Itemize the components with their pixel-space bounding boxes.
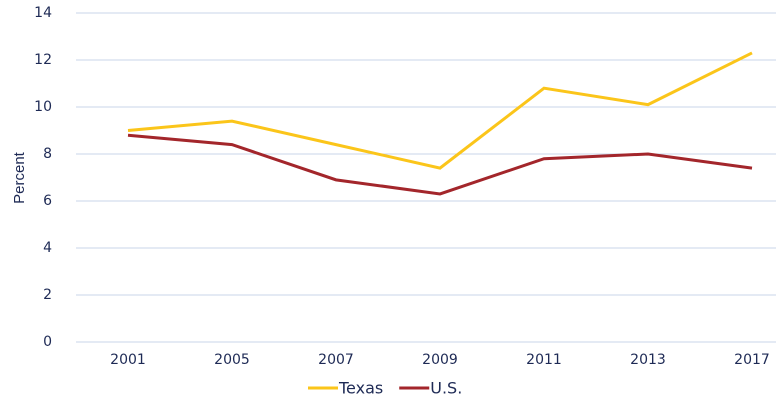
y-tick-label: 0 (43, 334, 52, 350)
y-tick-label: 4 (43, 240, 52, 256)
y-tick-label: 14 (34, 5, 52, 21)
legend-label: Texas (338, 379, 383, 398)
y-tick-label: 10 (34, 99, 52, 115)
x-tick-label: 2011 (526, 352, 562, 368)
y-tick-label: 2 (43, 287, 52, 303)
x-tick-label: 2017 (734, 352, 770, 368)
y-tick-label: 8 (43, 146, 52, 162)
x-tick-label: 2005 (214, 352, 250, 368)
y-tick-label: 6 (43, 193, 52, 209)
y-axis-label: Percent (11, 151, 28, 204)
x-tick-label: 2001 (110, 352, 146, 368)
line (127, 51, 753, 170)
x-tick-label: 2007 (318, 352, 354, 368)
x-tick-label: 2013 (630, 352, 666, 368)
legend-label: U.S. (430, 379, 462, 398)
x-tick-label: 2009 (422, 352, 458, 368)
y-tick-label: 12 (34, 52, 52, 68)
line (127, 133, 753, 196)
